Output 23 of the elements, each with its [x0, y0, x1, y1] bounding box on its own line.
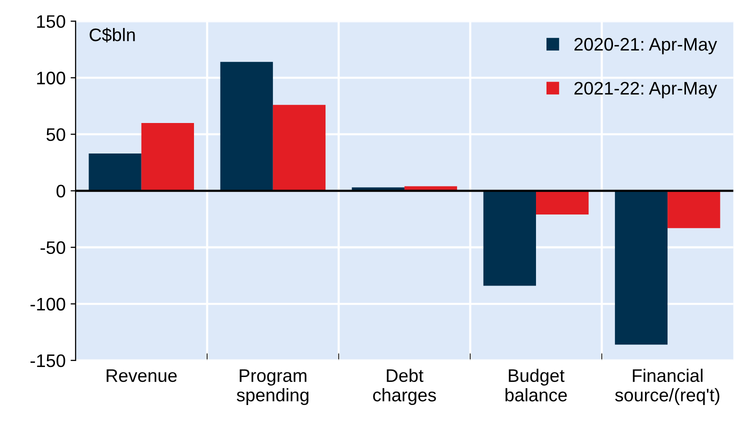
bar	[88, 153, 142, 191]
bar	[272, 104, 326, 191]
x-tick-label: Financial source/(req't)	[615, 368, 720, 406]
y-tick-label: 50	[46, 128, 66, 141]
x-tick-label: Program spending	[236, 369, 308, 406]
x-tick-label: Debt charges	[373, 368, 436, 406]
y-axis-title: C$bln	[90, 28, 135, 42]
y-tick-label: -100	[30, 298, 66, 311]
y-tick-label: 100	[37, 72, 66, 84]
bar	[668, 190, 720, 228]
bar	[614, 190, 668, 345]
x-tick-label: Revenue	[106, 369, 177, 382]
bar	[141, 122, 194, 191]
y-tick-label: 0	[56, 184, 66, 198]
x-tick-label: Budget balance	[506, 368, 567, 402]
legend-label: 2020-21: Apr-May	[574, 38, 718, 54]
y-tick-label: -50	[40, 241, 66, 254]
bar	[483, 190, 536, 286]
bar	[220, 62, 273, 191]
bar	[536, 190, 589, 215]
y-tick-label: 150	[37, 15, 66, 28]
y-tick-label: -150	[30, 354, 66, 368]
legend-label: 2021-22: Apr-May	[574, 82, 718, 98]
